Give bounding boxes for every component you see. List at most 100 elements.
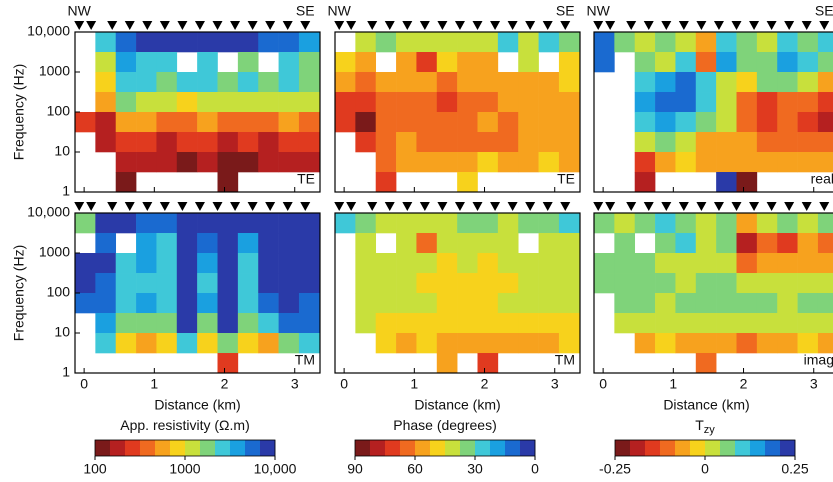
cell: [298, 253, 321, 274]
station-marker: [177, 202, 188, 211]
colorbar-segment: [780, 440, 796, 456]
colorbar-segment: [185, 440, 201, 456]
cell: [457, 213, 478, 234]
colorbar-segment: [460, 440, 476, 456]
cell: [817, 52, 833, 73]
cell: [695, 333, 717, 354]
cell: [375, 132, 397, 153]
colorbar-tick-label: 0.25: [781, 461, 808, 477]
station-marker: [731, 202, 742, 211]
cell: [217, 273, 239, 294]
cell: [817, 112, 833, 133]
cell: [817, 233, 833, 254]
cell: [695, 132, 717, 153]
cell: [416, 72, 438, 93]
cell: [298, 273, 321, 294]
colorbar-segment: [505, 440, 521, 456]
colorbar-title: Phase (degrees): [393, 417, 497, 433]
cell: [197, 132, 218, 153]
colorbar-tick-label: 60: [407, 461, 423, 477]
cell: [518, 112, 539, 133]
cell: [594, 253, 615, 274]
cell: [477, 32, 499, 53]
cell: [375, 152, 397, 173]
cell: [497, 72, 519, 93]
cell: [558, 233, 581, 254]
cell: [156, 52, 178, 73]
colorbar-tick-label: 30: [467, 461, 483, 477]
cell: [477, 112, 499, 133]
cell: [538, 72, 560, 93]
cell: [156, 132, 178, 153]
cell: [457, 273, 478, 294]
cell: [538, 112, 560, 133]
cell: [797, 313, 819, 334]
x-tick-label: 3: [810, 376, 818, 392]
cell: [817, 273, 833, 294]
cell: [416, 152, 438, 173]
station-marker: [749, 202, 760, 211]
station-marker: [437, 202, 448, 211]
cell: [634, 293, 656, 314]
station-marker: [525, 202, 536, 211]
cell: [695, 353, 717, 374]
cell: [797, 52, 819, 73]
cell: [614, 313, 636, 334]
colorbar-segment: [400, 440, 416, 456]
cell: [777, 273, 798, 294]
cell: [258, 273, 279, 294]
cell: [95, 293, 117, 314]
cell: [217, 353, 239, 374]
cell: [298, 313, 321, 334]
cell: [396, 273, 417, 294]
panel-label: TE: [557, 171, 575, 187]
cell: [375, 172, 397, 193]
cell: [217, 233, 239, 254]
cell: [197, 293, 218, 314]
cell: [538, 32, 560, 53]
station-marker: [507, 202, 518, 211]
colorbar-title: Tzy: [695, 417, 715, 436]
cell: [298, 32, 321, 53]
cell: [797, 253, 819, 274]
station-marker: [454, 202, 465, 211]
station-marker: [300, 202, 311, 211]
cell: [675, 313, 697, 334]
cell: [518, 72, 539, 93]
cell: [736, 92, 758, 113]
cell: [655, 72, 676, 93]
cell: [416, 293, 438, 314]
station-marker: [159, 202, 170, 211]
cell: [237, 213, 259, 234]
cell: [634, 172, 656, 193]
cell: [518, 92, 539, 113]
cell: [777, 213, 798, 234]
cell: [396, 253, 417, 274]
x-axis-label: Distance (km): [663, 397, 749, 413]
cell: [237, 32, 259, 53]
cell: [156, 233, 178, 254]
cell: [375, 333, 397, 354]
cell: [237, 152, 259, 173]
y-tick-label: 1000: [39, 244, 70, 260]
cell: [278, 52, 300, 73]
cell: [156, 72, 178, 93]
colorbar-segment: [490, 440, 506, 456]
x-axis-label: Distance (km): [154, 397, 240, 413]
cell: [797, 233, 819, 254]
cell: [416, 92, 438, 113]
colorbar-tick-label: 100: [83, 461, 107, 477]
cell: [436, 293, 458, 314]
cell: [197, 273, 218, 294]
cell: [756, 112, 778, 133]
cell: [457, 132, 478, 153]
cell: [797, 112, 819, 133]
cell: [258, 32, 279, 53]
station-marker: [437, 21, 448, 30]
cell: [497, 253, 519, 274]
cell: [797, 152, 819, 173]
cell: [436, 273, 458, 294]
station-marker: [766, 202, 777, 211]
colorbar-segment: [155, 440, 171, 456]
cell: [558, 213, 581, 234]
